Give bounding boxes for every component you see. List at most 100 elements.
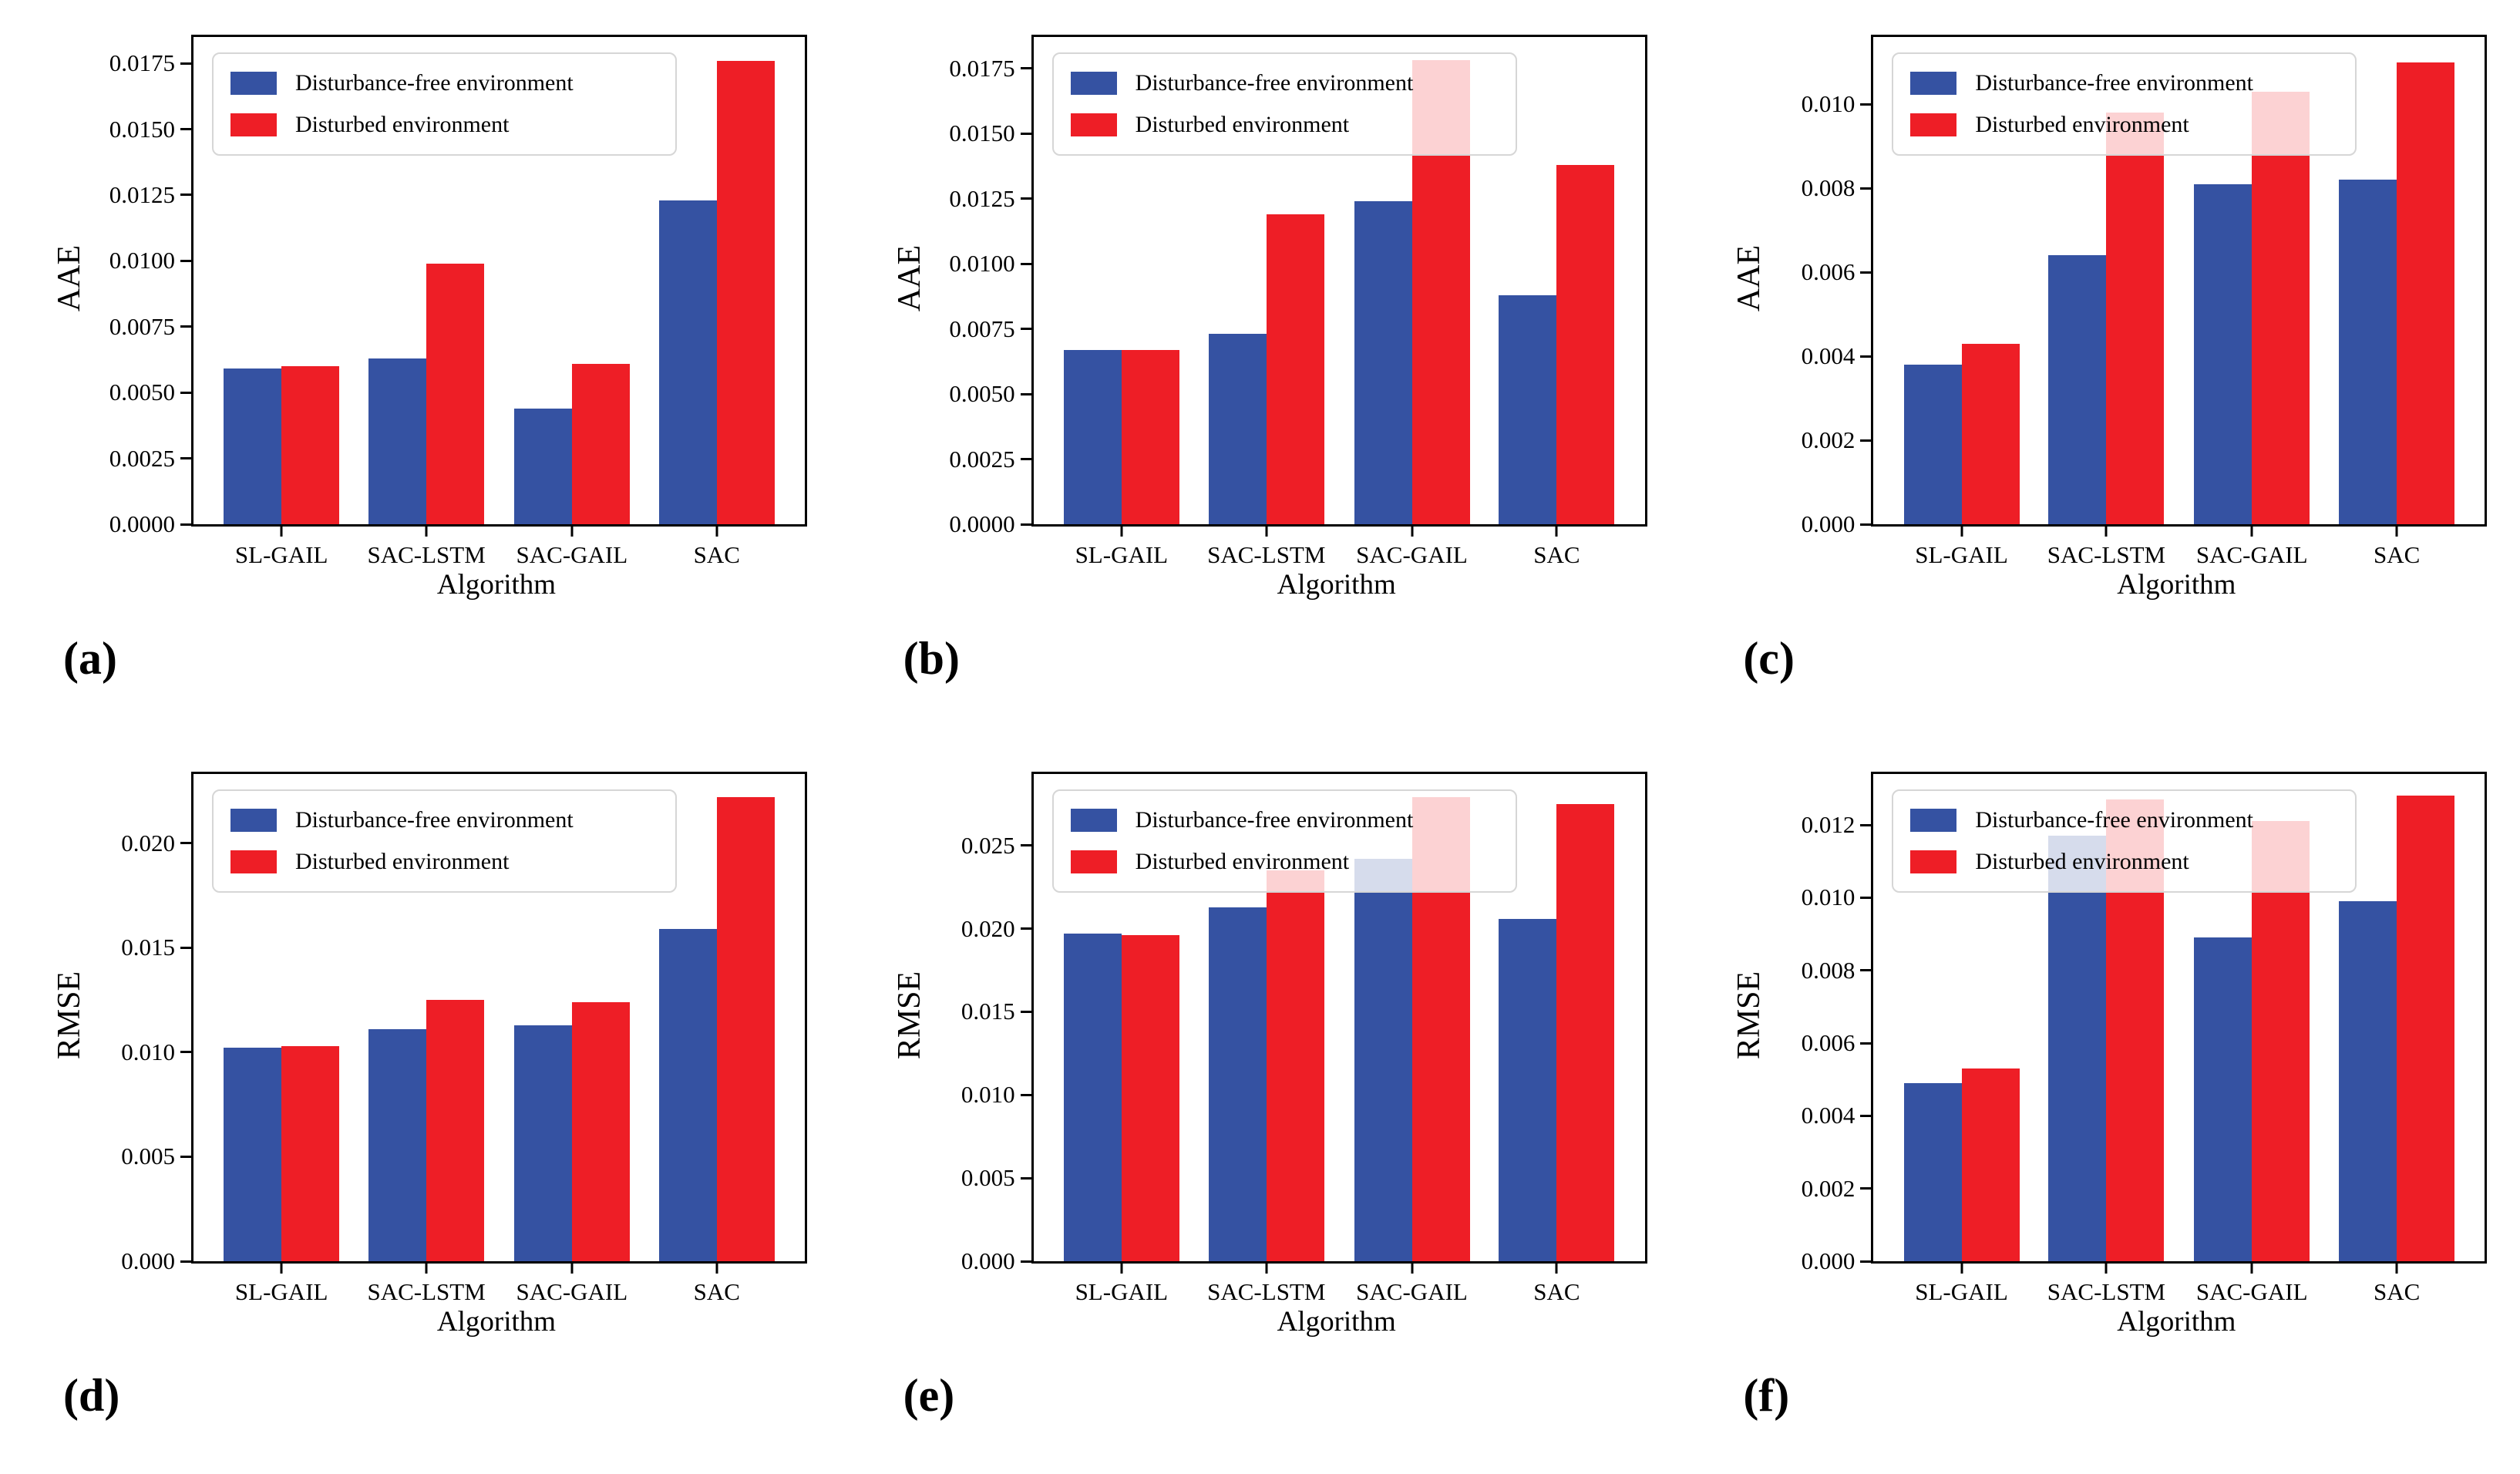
category-label: SL-GAIL — [1075, 541, 1169, 568]
bar-free-sac-lstm — [2048, 255, 2107, 524]
y-tick-mark — [1860, 969, 1872, 972]
bar-disturbed-sac-gail — [571, 1001, 630, 1261]
category-label: SAC-LSTM — [2047, 1278, 2166, 1305]
y-tick-mark — [1860, 1114, 1872, 1117]
legend-swatch-blue — [1070, 71, 1117, 95]
legend-swatch-red — [1910, 113, 1957, 137]
y-tick-label: 0.002 — [1801, 1174, 1856, 1202]
category-label: SAC-GAIL — [516, 541, 628, 568]
bar-free-sac-lstm — [368, 1028, 427, 1261]
legend-label: Disturbed environment — [1975, 112, 2189, 138]
x-tick-mark — [1555, 1264, 1558, 1274]
bar-disturbed-sl-gail — [1961, 343, 2020, 524]
category-label: SAC-GAIL — [2195, 1278, 2308, 1305]
x-axis-label: Algorithm — [1277, 569, 1396, 601]
axes-area: SL-GAIL SAC-LSTM SAC-GAIL SAC 0.000 0.002 0.00… — [1802, 772, 2488, 1305]
x-tick-mark — [2395, 527, 2398, 537]
y-tick-mark — [1020, 328, 1031, 331]
bar-disturbed-sac-gail — [2252, 821, 2310, 1261]
y-tick-mark — [1020, 458, 1031, 460]
legend-swatch-red — [230, 113, 277, 137]
bar-disturbed-sl-gail — [1961, 1068, 2020, 1261]
y-tick-mark — [180, 391, 191, 394]
x-tick-mark — [715, 1264, 718, 1274]
bar-disturbed-sac-gail — [571, 363, 630, 524]
category-label: SAC — [2373, 541, 2421, 568]
bar-free-sac-gail — [513, 408, 572, 524]
y-tick-mark — [180, 1155, 191, 1158]
bar-disturbed-sac — [716, 796, 775, 1261]
legend-label: Disturbance-free environment — [295, 69, 574, 96]
y-tick-mark — [1860, 439, 1872, 442]
axes-area: SL-GAIL SAC-LSTM SAC-GAIL SAC 0.000 0.005 0.01… — [961, 772, 1647, 1305]
y-tick-mark — [180, 1051, 191, 1054]
subplot-letter: (b) — [903, 633, 960, 684]
legend-row: Disturbance-free environment — [1070, 807, 1516, 833]
y-tick-label: 0.006 — [1801, 258, 1856, 286]
bar-free-sac-gail — [1354, 859, 1412, 1261]
legend-row: Disturbance-free environment — [1070, 70, 1516, 96]
category-label: SL-GAIL — [234, 1278, 328, 1305]
legend-row: Disturbed environment — [1070, 112, 1516, 138]
y-tick-label: 0.0075 — [949, 315, 1015, 342]
y-tick-label: 0.008 — [1801, 174, 1856, 202]
y-tick-mark — [1020, 1260, 1031, 1263]
x-axis-label: Algorithm — [2117, 1306, 2236, 1338]
category-label: SL-GAIL — [234, 541, 328, 568]
y-tick-label: 0.008 — [1801, 956, 1856, 984]
legend-row: Disturbance-free environment — [1910, 70, 2355, 96]
legend-swatch-blue — [1910, 808, 1957, 832]
x-tick-mark — [1265, 527, 1268, 537]
bar-disturbed-sac-lstm — [1266, 214, 1324, 524]
category-label: SAC-GAIL — [1356, 1278, 1468, 1305]
subplot-letter: (d) — [63, 1370, 120, 1421]
legend-swatch-red — [230, 850, 277, 874]
bar-disturbed-sl-gail — [1121, 935, 1179, 1261]
y-tick-label: 0.010 — [1801, 90, 1856, 118]
y-axis-label: AAE — [1731, 244, 1768, 312]
x-axis-label: Algorithm — [2117, 569, 2236, 601]
y-tick-label: 0.0100 — [949, 250, 1015, 278]
legend-row: Disturbed environment — [1070, 849, 1516, 875]
y-tick-mark — [1020, 1093, 1031, 1096]
y-tick-label: 0.0050 — [949, 380, 1015, 408]
legend-row: Disturbed environment — [230, 849, 675, 875]
x-tick-mark — [2250, 1264, 2253, 1274]
y-tick-mark — [180, 325, 191, 328]
subplot-b: AAE SL-GAIL SAC-LSTM SAC-GAIL SAC 0.0000 0.002… — [840, 0, 1680, 737]
y-tick-mark — [180, 457, 191, 460]
y-tick-label: 0.010 — [121, 1038, 175, 1065]
y-tick-label: 0.004 — [1801, 342, 1856, 370]
category-label: SAC-LSTM — [367, 541, 486, 568]
legend-box: Disturbance-free environment Disturbed en… — [212, 789, 677, 893]
y-tick-label: 0.0150 — [949, 119, 1015, 147]
category-label: SAC-GAIL — [1356, 541, 1468, 568]
x-tick-mark — [2104, 527, 2108, 537]
bar-disturbed-sac — [2397, 62, 2455, 524]
subplot-d: RMSE SL-GAIL SAC-LSTM SAC-GAIL SAC 0.000 0.005… — [0, 737, 839, 1474]
bar-disturbed-sl-gail — [281, 366, 340, 524]
legend-swatch-red — [1070, 850, 1117, 874]
y-tick-mark — [1020, 844, 1031, 847]
x-tick-mark — [1120, 527, 1123, 537]
y-tick-mark — [1860, 896, 1872, 899]
bar-disturbed-sac-lstm — [2106, 113, 2165, 524]
y-tick-label: 0.0150 — [109, 115, 175, 143]
subplot-c: AAE SL-GAIL SAC-LSTM SAC-GAIL SAC 0.000 0.002 0… — [1680, 0, 2519, 737]
x-tick-mark — [2395, 1264, 2398, 1274]
y-tick-mark — [1020, 67, 1031, 70]
category-label: SAC-LSTM — [1207, 541, 1326, 568]
subplot-letter: (f) — [1743, 1370, 1790, 1421]
category-label: SAC-GAIL — [2195, 541, 2308, 568]
subplot-letter: (e) — [903, 1370, 955, 1421]
y-tick-mark — [1020, 523, 1031, 526]
x-tick-mark — [570, 1264, 574, 1274]
category-label: SL-GAIL — [1915, 541, 2008, 568]
y-tick-mark — [1020, 392, 1031, 395]
y-tick-label: 0.0025 — [949, 445, 1015, 473]
category-label: SAC — [1533, 541, 1580, 568]
category-label: SAC — [2373, 1278, 2421, 1305]
y-tick-label: 0.005 — [961, 1164, 1015, 1192]
y-tick-mark — [180, 128, 191, 131]
x-tick-mark — [1411, 527, 1414, 537]
